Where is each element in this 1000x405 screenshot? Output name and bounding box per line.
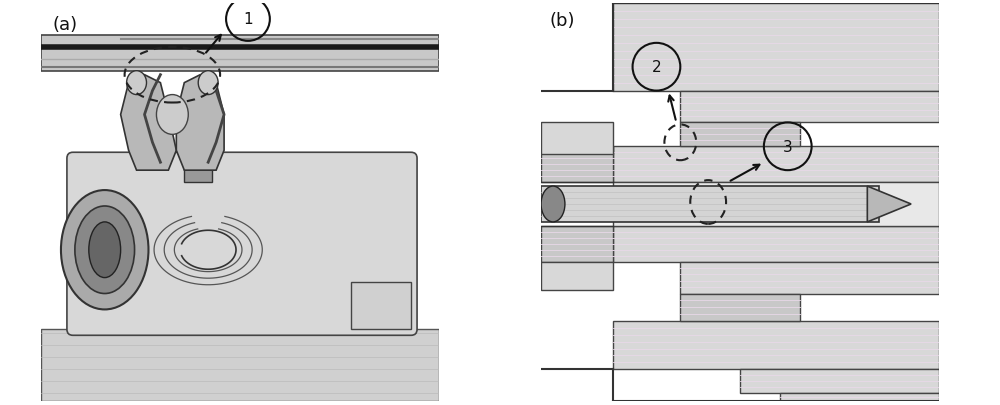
Ellipse shape (75, 207, 135, 294)
Bar (680, 294, 800, 322)
Text: 3: 3 (783, 139, 793, 154)
Text: 1: 1 (243, 13, 253, 28)
Bar (541, 147, 613, 183)
Ellipse shape (198, 72, 218, 95)
Polygon shape (121, 75, 176, 171)
Bar (680, 92, 939, 123)
Bar (41, 36, 439, 72)
Bar (780, 393, 939, 401)
Bar (541, 262, 613, 290)
Bar (351, 282, 411, 330)
Ellipse shape (541, 187, 565, 222)
Polygon shape (867, 187, 911, 222)
Ellipse shape (127, 72, 146, 95)
Bar (541, 226, 613, 262)
Bar (680, 262, 939, 294)
Bar (541, 123, 613, 155)
Bar (613, 147, 939, 183)
Bar (740, 369, 939, 393)
Text: 2: 2 (652, 60, 661, 75)
Text: (b): (b) (549, 12, 575, 30)
FancyBboxPatch shape (67, 153, 417, 335)
Text: (a): (a) (53, 16, 78, 34)
Bar (41, 330, 439, 401)
Bar (613, 226, 939, 262)
Bar (184, 151, 212, 183)
Ellipse shape (89, 222, 121, 278)
Bar (613, 4, 939, 92)
Polygon shape (176, 75, 224, 171)
Bar (541, 187, 879, 222)
Ellipse shape (61, 191, 148, 310)
Bar (613, 322, 939, 369)
Bar (680, 123, 800, 147)
Ellipse shape (156, 95, 188, 135)
Bar (613, 183, 939, 226)
